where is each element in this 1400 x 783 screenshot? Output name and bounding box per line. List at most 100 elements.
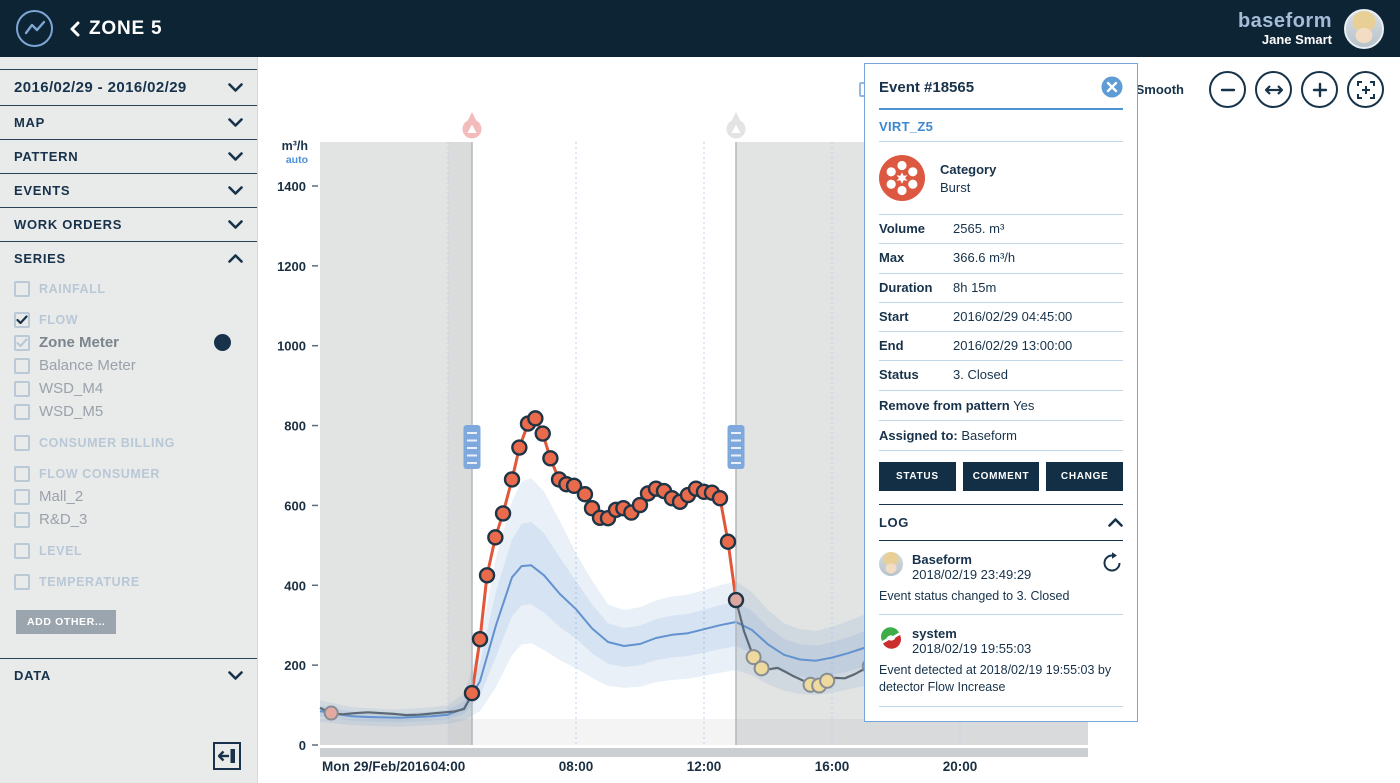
series-row-flow: FLOW [14,312,243,328]
event-data-point[interactable] [463,684,481,702]
zone-meter-checkbox[interactable] [14,334,30,351]
series-row-flow-consumer: FLOW CONSUMER [14,466,243,482]
history-revert-icon[interactable] [1101,551,1123,574]
sidebar-item-series[interactable]: SERIES [0,241,257,275]
minus-icon [1220,88,1235,91]
chevron-down-icon [228,671,243,680]
wsd-m5-checkbox[interactable] [14,403,30,420]
event-data-point[interactable] [719,533,737,550]
detail-row-duration: Duration 8h 15m [879,274,1123,303]
event-data-point[interactable] [631,496,649,514]
event-data-point[interactable] [487,529,504,546]
collapse-arrow-icon [218,749,235,763]
level-checkbox[interactable] [14,543,30,559]
series-row-wsd-m4: WSD_M4 [14,380,243,397]
chart-scrollbar[interactable] [320,748,1088,757]
event-data-point[interactable] [494,505,512,522]
sidebar: 2016/02/29 - 2016/02/29 MAP PATTERN EVEN… [0,57,258,783]
anomaly-point-tan[interactable] [753,660,770,677]
anomaly-point-pink[interactable] [323,705,339,721]
user-avatar[interactable] [1344,8,1384,49]
rd-3-checkbox[interactable] [14,511,30,528]
pattern-band-inner [320,521,1088,723]
consumer-billing-checkbox[interactable] [14,435,30,451]
change-button[interactable]: CHANGE [1046,461,1124,491]
event-data-point[interactable] [542,450,559,467]
brand-block: baseform Jane Smart [1238,10,1332,48]
temperature-checkbox[interactable] [14,574,30,590]
event-data-point[interactable] [478,567,496,584]
y-axis-unit-label: m³/h [282,139,308,153]
event-start-pin[interactable] [462,112,482,139]
date-range-value: 2016/02/29 - 2016/02/29 [14,79,187,96]
log-author-block: system 2018/02/19 19:55:03 [912,626,1032,657]
detail-row-volume: Volume 2565. m³ [879,215,1123,245]
pan-horizontal-button[interactable] [1255,71,1292,108]
fit-zoom-icon [1356,80,1375,99]
y-axis-tick-label: 0 [299,738,306,753]
add-other-button[interactable]: ADD OTHER... [16,610,117,634]
y-axis-tick-label: 1400 [277,179,306,194]
brand-logo-text: baseform [1237,9,1332,32]
sidebar-item-data[interactable]: DATA [0,658,257,692]
event-data-point[interactable] [711,490,729,507]
event-data-point[interactable] [471,630,489,648]
detail-row-max: Max 366.6 m³/h [879,244,1123,274]
mall-2-checkbox[interactable] [14,488,30,505]
y-axis-tick-label: 1200 [277,259,306,274]
system-swirl-icon [879,626,903,650]
anomaly-point-tan[interactable] [819,672,836,689]
sidebar-item-map[interactable]: MAP [0,105,257,139]
rainfall-checkbox[interactable] [14,281,30,297]
event-data-point[interactable] [527,410,544,427]
chevron-up-icon [1108,517,1123,527]
flow-consumer-checkbox[interactable] [14,466,30,482]
wsd-m4-checkbox[interactable] [14,380,30,397]
event-data-point[interactable] [511,439,528,456]
detail-row-end: End 2016/02/29 13:00:00 [879,332,1123,362]
y-axis-auto-label[interactable]: auto [286,154,308,166]
zoom-in-button[interactable] [1301,71,1338,108]
event-data-point[interactable] [576,486,594,503]
series-row-mall-2: Mall_2 [14,488,243,505]
chart-area: 0 200 400 600 800 1000 1200 1400 Mon 29/Feb/2016… [258,57,1400,783]
sidebar-item-work-orders[interactable]: WORK ORDERS [0,207,257,241]
event-end-pin[interactable] [726,112,746,139]
log-entry-text: Event status changed to 3. Closed [879,588,1070,603]
category-value: Burst [940,179,971,195]
event-data-point[interactable] [534,425,551,442]
balance-meter-checkbox[interactable] [14,357,30,374]
close-icon[interactable] [1101,76,1123,98]
series-color-dot[interactable] [214,334,231,351]
event-data-point[interactable] [727,591,745,609]
log-section-header[interactable]: LOG [879,503,1123,541]
collapse-sidebar-button[interactable] [213,742,241,770]
baseform-logo-icon[interactable] [16,10,53,47]
y-axis-tick-label: 200 [284,658,306,673]
zoom-fit-button[interactable] [1347,71,1384,108]
status-button[interactable]: STATUS [879,461,956,491]
date-range-selector[interactable]: 2016/02/29 - 2016/02/29 [0,69,257,105]
event-data-point[interactable] [565,477,583,495]
x-axis-tick-label: 16:00 [815,759,850,774]
series-row-level: LEVEL [14,543,243,559]
detail-row-assigned-to: Assigned to: Baseform [879,421,1123,451]
chevron-down-icon [228,118,243,127]
detail-row-remove-from-pattern: Remove from pattern Yes [879,391,1123,421]
check-icon [16,315,28,325]
event-start-handle[interactable] [463,425,481,469]
flow-checkbox[interactable] [14,312,30,328]
zoom-out-button[interactable] [1209,71,1246,108]
anomaly-point-tan[interactable] [745,649,762,666]
back-chevron-icon[interactable] [69,21,80,37]
event-data-point[interactable] [503,471,521,488]
sidebar-item-pattern[interactable]: PATTERN [0,139,257,173]
event-zone-link[interactable]: VIRT_Z5 [879,110,1123,142]
sidebar-item-events[interactable]: EVENTS [0,173,257,207]
series-row-temperature: TEMPERATURE [14,574,243,590]
pulse-line-icon [24,20,45,34]
event-title: Event #18565 [879,78,975,96]
comment-button[interactable]: COMMENT [962,461,1040,491]
detail-row-start: Start 2016/02/29 04:45:00 [879,303,1123,332]
event-end-handle[interactable] [727,425,745,469]
